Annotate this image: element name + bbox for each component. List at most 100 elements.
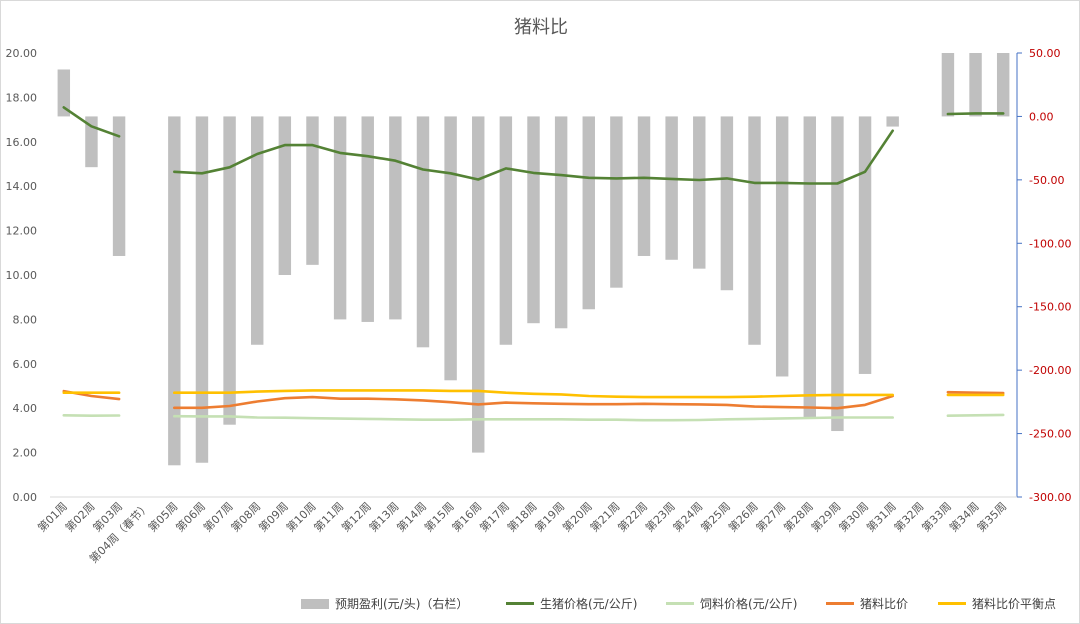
left-axis-tick-label: 10.00 — [6, 269, 38, 282]
bar — [748, 116, 761, 345]
bar — [886, 116, 899, 127]
category-tick-label: 第12周 — [338, 499, 373, 534]
category-tick-label: 第32周 — [891, 499, 926, 534]
legend-label: 饲料价格(元/公斤) — [700, 597, 798, 611]
category-tick-label: 第01周 — [35, 499, 70, 534]
bar — [112, 116, 126, 256]
chart-title: 猪料比 — [514, 17, 568, 38]
bar — [996, 53, 1010, 117]
left-axis-tick-label: 8.00 — [13, 313, 38, 326]
bar — [57, 69, 71, 117]
right-axis-tick-label: -200.00 — [1029, 364, 1071, 377]
line-series — [62, 413, 1005, 422]
category-tick-label: 第33周 — [919, 499, 954, 534]
series-line — [946, 112, 1005, 116]
line-series — [62, 389, 1005, 399]
series-line — [62, 106, 121, 138]
bar — [278, 116, 292, 275]
category-tick-label: 第07周 — [200, 499, 235, 534]
category-tick-label: 第25周 — [698, 499, 733, 534]
bar — [250, 116, 264, 345]
bar — [333, 116, 347, 320]
legend-swatch — [826, 602, 854, 605]
right-axis-tick-label: -150.00 — [1029, 301, 1071, 314]
legend-swatch — [301, 598, 329, 609]
legend-item: 猪料比价 — [826, 595, 908, 612]
legend-item: 饲料价格(元/公斤) — [666, 595, 797, 612]
bar — [499, 116, 513, 345]
category-tick-label: 第23周 — [642, 499, 677, 534]
legend-label: 猪料比价 — [860, 597, 909, 611]
bar-series — [57, 53, 1010, 466]
legend-swatch — [506, 602, 534, 605]
category-tick-label: 第21周 — [587, 499, 622, 534]
category-tick-label: 第22周 — [615, 499, 650, 534]
category-tick-label: 第19周 — [532, 499, 567, 534]
left-axis-tick-label: 16.00 — [6, 136, 38, 149]
series-line — [946, 390, 1005, 395]
bar — [831, 116, 844, 432]
category-tick-label: 第26周 — [725, 499, 760, 534]
bar — [665, 116, 678, 260]
category-tick-label: 第14周 — [394, 499, 429, 534]
category-tick-label: 第10周 — [283, 499, 318, 534]
bar — [416, 116, 430, 348]
bar — [610, 116, 623, 288]
category-tick-label: 第13周 — [366, 499, 401, 534]
bar — [472, 116, 485, 453]
category-tick-label: 第11周 — [311, 499, 346, 534]
right-axis-tick-label: 0.00 — [1029, 110, 1054, 123]
left-axis-tick-label: 0.00 — [13, 491, 38, 504]
legend-label: 预期盈利(元/头)（右栏） — [335, 597, 469, 611]
category-tick-label: 第34周 — [946, 499, 981, 534]
category-tick-label: 第17周 — [477, 499, 512, 534]
category-tick-label: 第15周 — [421, 499, 456, 534]
bar — [775, 116, 789, 377]
category-tick-label: 第09周 — [256, 499, 291, 534]
bar — [195, 116, 209, 463]
right-axis-tick-label: -50.00 — [1029, 174, 1064, 187]
series-line — [173, 129, 894, 185]
category-axis: 第01周第02周第03周第04周（春节）第05周第06周第07周第08周第09周… — [35, 499, 1010, 565]
legend-item: 预期盈利(元/头)（右栏） — [301, 595, 468, 612]
bar — [637, 116, 651, 256]
category-tick-label: 第16周 — [449, 499, 484, 534]
bar — [223, 116, 236, 425]
category-tick-label: 第35周 — [974, 499, 1009, 534]
chart-plot: 0.00 2.00 4.00 6.00 8.00 10.00 12.00 14.00 16.00… — [6, 47, 1072, 566]
series-line — [946, 413, 1005, 417]
left-axis-tick-label: 18.00 — [6, 91, 38, 104]
bar — [858, 116, 872, 374]
category-tick-label: 第08周 — [228, 499, 263, 534]
bar — [444, 116, 457, 381]
chart-legend: 预期盈利(元/头)（右栏） 生猪价格(元/公斤) 饲料价格(元/公斤) 猪料比价 猪料比… — [301, 595, 1080, 615]
bar — [969, 53, 982, 117]
bar — [168, 116, 181, 466]
series-line — [173, 389, 894, 399]
bar — [389, 116, 402, 320]
right-axis-tick-label: -100.00 — [1029, 237, 1071, 250]
bar — [361, 116, 374, 322]
category-tick-label: 第31周 — [863, 499, 898, 534]
bar — [527, 116, 540, 324]
legend-swatch — [666, 602, 694, 605]
right-axis-tick-label: -300.00 — [1029, 491, 1071, 504]
series-line — [173, 394, 894, 410]
bar — [720, 116, 734, 291]
bar — [554, 116, 568, 329]
left-axis-tick-label: 14.00 — [6, 180, 38, 193]
left-axis: 0.00 2.00 4.00 6.00 8.00 10.00 12.00 14.00 16.00… — [6, 47, 38, 504]
legend-swatch — [938, 602, 966, 605]
category-tick-label: 第20周 — [560, 499, 595, 534]
category-tick-label: 第05周 — [145, 499, 180, 534]
category-tick-label: 第28周 — [781, 499, 816, 534]
bar — [803, 116, 817, 418]
bar — [85, 116, 98, 168]
left-axis-tick-label: 12.00 — [6, 225, 38, 238]
right-axis-tick-label: -250.00 — [1029, 428, 1071, 441]
bar — [693, 116, 706, 269]
category-tick-label: 第06周 — [173, 499, 208, 534]
category-tick-label: 第18周 — [504, 499, 539, 534]
bar — [941, 53, 955, 117]
